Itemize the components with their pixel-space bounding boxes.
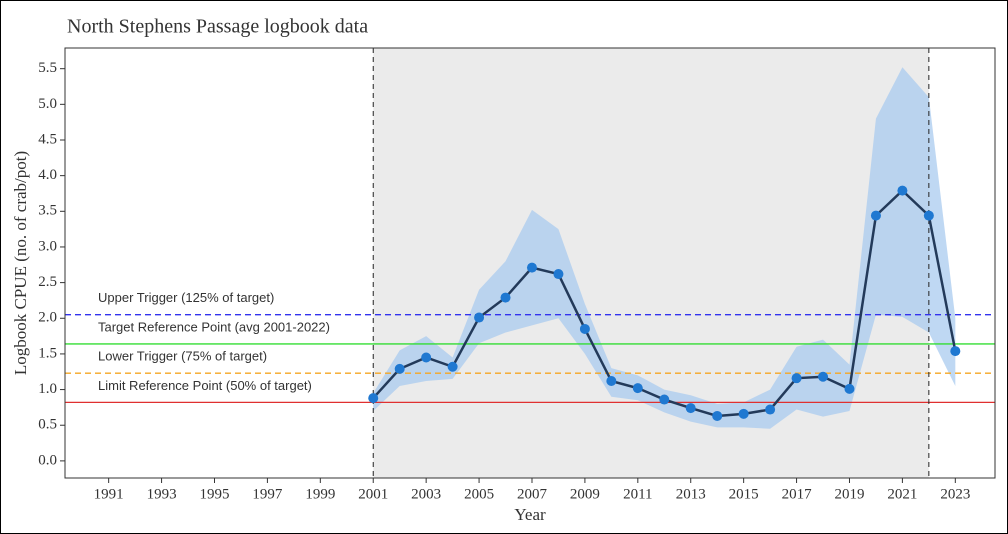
data-point	[500, 292, 511, 303]
x-tick-label: 1993	[147, 486, 177, 502]
data-point	[368, 393, 379, 404]
data-point	[632, 383, 643, 394]
data-point	[394, 363, 405, 374]
data-point	[526, 262, 537, 273]
y-tick-label: 3.0	[38, 238, 57, 254]
y-tick-label: 0.5	[38, 417, 57, 433]
x-tick-label: 2019	[834, 486, 864, 502]
data-point	[685, 403, 696, 414]
reference-label: Upper Trigger (125% of target)	[98, 290, 274, 305]
reference-label: Limit Reference Point (50% of target)	[98, 378, 312, 393]
data-point	[870, 210, 881, 221]
x-tick-label: 1999	[305, 486, 335, 502]
y-tick-label: 0.0	[38, 452, 57, 468]
x-tick-label: 2003	[411, 486, 441, 502]
data-point	[553, 269, 564, 280]
data-point	[818, 371, 829, 382]
data-point	[791, 373, 802, 384]
shaded-period	[373, 48, 929, 478]
data-point	[421, 352, 432, 363]
plot-border	[64, 47, 996, 479]
x-tick-label: 1997	[252, 486, 283, 502]
y-tick-label: 4.0	[38, 167, 57, 183]
x-tick-label: 2011	[623, 486, 652, 502]
y-tick-label: 4.5	[38, 131, 57, 147]
data-point	[923, 210, 934, 221]
x-tick-label: 2023	[940, 486, 970, 502]
data-point	[897, 185, 908, 196]
x-tick-label: 2017	[782, 486, 813, 502]
x-tick-label: 2001	[358, 486, 388, 502]
data-point	[447, 361, 458, 372]
y-tick-label: 5.5	[38, 60, 57, 76]
data-point	[659, 394, 670, 405]
y-tick-label: 2.5	[38, 274, 57, 290]
confidence-band	[373, 67, 956, 429]
x-tick-label: 2009	[570, 486, 600, 502]
data-point	[474, 312, 485, 323]
data-point	[606, 376, 617, 387]
data-point	[844, 383, 855, 394]
reference-label: Lower Trigger (75% of target)	[98, 349, 267, 364]
data-point	[712, 410, 723, 421]
y-axis-label: Logbook CPUE (no. of crab/pot)	[11, 151, 30, 375]
reference-label: Target Reference Point (avg 2001-2022)	[98, 319, 330, 334]
x-tick-label: 1991	[94, 486, 124, 502]
y-tick-label: 2.0	[38, 310, 57, 326]
y-tick-label: 5.0	[38, 96, 57, 112]
x-tick-label: 2015	[729, 486, 759, 502]
y-tick-label: 1.0	[38, 381, 57, 397]
data-point	[579, 323, 590, 334]
y-tick-label: 1.5	[38, 345, 57, 361]
y-tick-label: 3.5	[38, 203, 57, 219]
data-point	[950, 346, 961, 357]
x-tick-label: 2007	[517, 486, 548, 502]
data-point	[765, 404, 776, 415]
x-tick-label: 2013	[676, 486, 706, 502]
x-tick-label: 2005	[464, 486, 494, 502]
x-tick-label: 2021	[887, 486, 917, 502]
chart-title: North Stephens Passage logbook data	[67, 16, 368, 38]
x-axis-label: Year	[514, 505, 546, 524]
x-tick-label: 1995	[199, 486, 229, 502]
data-point	[738, 408, 749, 419]
